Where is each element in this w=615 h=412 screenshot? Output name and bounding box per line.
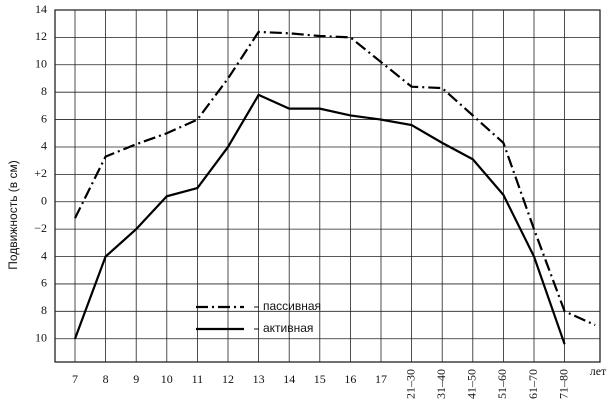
y-tick-label: 4	[41, 248, 47, 262]
y-axis-label: Подвижность (в см)	[6, 160, 20, 269]
y-tick-label: 6	[41, 111, 47, 125]
series-line	[74, 30, 596, 327]
x-tick-label: 10	[161, 372, 173, 386]
legend-label: пассивная	[263, 299, 321, 313]
series-line	[73, 93, 566, 345]
x-tick-label: 12	[222, 372, 234, 386]
y-tick-label: 14	[35, 2, 47, 16]
x-tick-label: 8	[103, 372, 109, 386]
y-tick-label: 10	[35, 330, 47, 344]
x-tick-label: 41–50	[465, 369, 479, 399]
y-tick-label: 12	[35, 29, 47, 43]
x-unit: лет	[590, 364, 607, 378]
y-tick-label: 6	[41, 276, 47, 290]
y-tick-label: +2	[34, 166, 47, 180]
y-tick-label: 8	[41, 84, 47, 98]
x-tick-label: 14	[283, 372, 295, 386]
x-tick-label: 7	[72, 372, 78, 386]
x-tick-label: 15	[314, 372, 326, 386]
x-tick-label: 31–40	[434, 369, 448, 399]
x-tick-label: 61–70	[526, 369, 540, 399]
x-tick-label: 13	[253, 372, 265, 386]
y-tick-label: 0	[41, 194, 47, 208]
x-tick-label: 9	[133, 372, 139, 386]
x-tick-label: 11	[192, 372, 204, 386]
y-tick-label: 8	[41, 303, 47, 317]
x-tick-label: 71–80	[556, 369, 570, 399]
x-tick-label: 51–60	[495, 369, 509, 399]
x-tick-label: 16	[344, 372, 356, 386]
legend-label: активная	[263, 321, 313, 335]
x-tick-label: 21–30	[403, 369, 417, 399]
y-tick-label: 4	[41, 139, 47, 153]
y-tick-label: 10	[35, 57, 47, 71]
y-tick-label: −2	[34, 221, 47, 235]
x-tick-label: 17	[375, 372, 387, 386]
